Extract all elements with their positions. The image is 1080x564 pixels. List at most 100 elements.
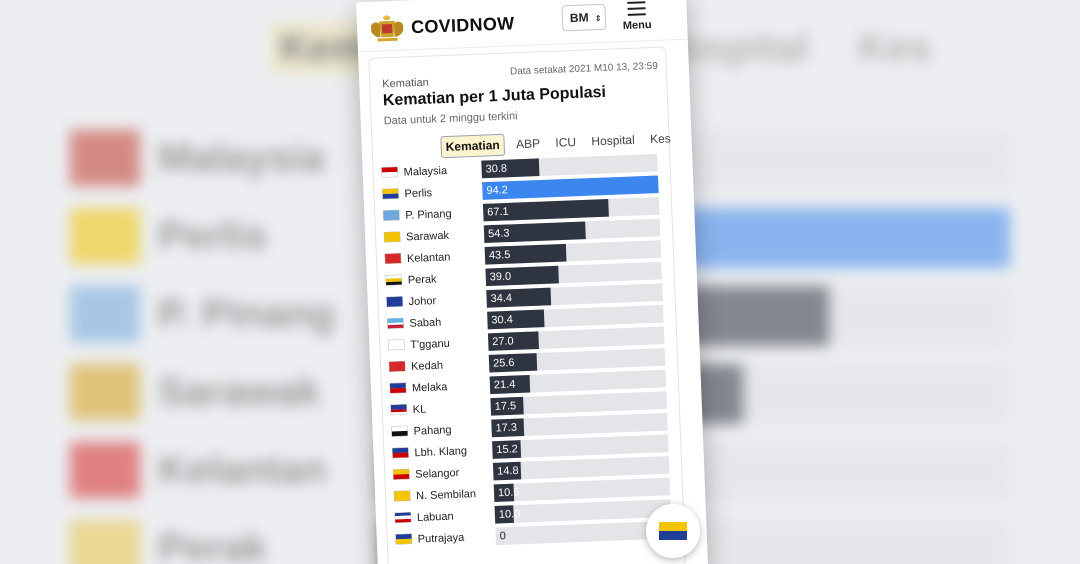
value-label: 30.4 — [491, 314, 513, 327]
phone-screen: COVIDNOW BM ⇕ Menu Kematian Data setakat… — [356, 0, 709, 564]
category-label: P. Pinang — [405, 208, 452, 222]
category-label: Lbh. Klang — [414, 445, 467, 459]
chart-row: Lbh. Klang 15.2 — [391, 434, 669, 459]
labuan-flag-icon — [394, 511, 412, 524]
category-label: Selangor — [415, 467, 460, 481]
background-category-label: Kelantan — [158, 448, 327, 492]
category-label: Melaka — [412, 381, 449, 394]
kelantan-flag-icon — [70, 442, 140, 498]
category-label: T'gganu — [410, 338, 450, 352]
perlis-flag-icon — [382, 188, 399, 200]
value-label: 54.3 — [488, 227, 510, 240]
chart-row: Pahang 17.3 — [391, 412, 668, 438]
category-label: Pahang — [413, 424, 451, 437]
category-label: Kedah — [411, 360, 443, 373]
category-label: Malaysia — [403, 165, 448, 179]
bar[interactable] — [483, 221, 586, 243]
background-category-label: P. Pinang — [158, 292, 336, 336]
chart-row: Perak 39.0 — [385, 261, 662, 287]
chart-row: Sarawak 54.3 — [383, 218, 661, 244]
bar[interactable] — [481, 158, 540, 179]
bar[interactable] — [492, 440, 522, 459]
bar[interactable] — [490, 396, 524, 416]
bar-track — [492, 456, 670, 481]
value-label: 39.0 — [490, 271, 512, 284]
sarawak-flag-icon — [383, 231, 401, 243]
value-label: 10.0 — [499, 508, 521, 521]
perak-flag-icon — [70, 520, 140, 564]
terengganu-flag-icon — [387, 339, 405, 351]
value-label: 10.6 — [498, 486, 520, 499]
bar[interactable] — [484, 243, 567, 265]
bar[interactable] — [487, 309, 545, 330]
chart-row: Johor 34.4 — [386, 283, 663, 308]
hamburger-icon — [627, 1, 646, 16]
menu-label: Menu — [622, 19, 652, 33]
chart-row: Malaysia 30.8 — [381, 153, 658, 179]
value-label: 0 — [499, 530, 506, 542]
category-label: Sarawak — [406, 230, 450, 244]
chart-row: KL 17.5 — [390, 391, 667, 417]
bar[interactable] — [482, 175, 659, 200]
background-category-label: Sarawak — [158, 370, 321, 414]
value-label: 43.5 — [489, 249, 511, 262]
bar-track — [492, 434, 669, 459]
background-category-label: Malaysia — [158, 136, 325, 180]
bar[interactable] — [491, 418, 525, 438]
background-tab: Kes — [858, 26, 932, 70]
chart-row: Melaka 21.4 — [389, 369, 667, 395]
perak-flag-icon — [385, 274, 403, 286]
bar[interactable] — [488, 353, 538, 373]
chart-row: Kelantan 43.5 — [384, 240, 662, 265]
penang-flag-icon — [382, 209, 400, 221]
language-value: BM — [569, 10, 589, 26]
state-flag-button[interactable] — [646, 504, 700, 558]
value-label: 25.6 — [493, 357, 515, 370]
background-category-label: Perak — [158, 526, 267, 564]
value-label: 21.4 — [494, 379, 516, 392]
sabah-flag-icon — [387, 317, 404, 329]
penang-flag-icon — [70, 286, 140, 342]
perlis-flag-icon — [659, 522, 687, 540]
value-label: 17.5 — [495, 400, 517, 413]
bar-track — [495, 520, 672, 546]
putrajaya-flag-icon — [395, 533, 413, 545]
bar[interactable] — [482, 199, 609, 222]
value-label: 94.2 — [486, 184, 508, 197]
chart-row: Perlis 94.2 — [382, 175, 659, 200]
chart-row: Putrajaya 0 — [395, 520, 672, 546]
bar[interactable] — [486, 287, 552, 308]
bar[interactable] — [489, 374, 531, 395]
malaysia-flag-icon — [70, 130, 140, 186]
melaka-flag-icon — [389, 382, 407, 394]
sarawak-flag-icon — [70, 364, 140, 420]
category-label: Labuan — [417, 511, 454, 524]
pahang-flag-icon — [391, 425, 409, 437]
value-label: 30.8 — [485, 163, 507, 176]
bar[interactable] — [493, 483, 515, 502]
kelantan-flag-icon — [384, 252, 402, 265]
bar-track — [491, 412, 668, 438]
kl-flag-icon — [390, 404, 408, 416]
klang-flag-icon — [391, 447, 409, 459]
chart-row: T'gganu 27.0 — [387, 326, 665, 352]
perlis-flag-icon — [70, 208, 140, 264]
bar[interactable] — [487, 331, 540, 351]
value-label: 67.1 — [487, 206, 509, 219]
selangor-flag-icon — [392, 468, 410, 480]
menu-button[interactable]: Menu — [616, 0, 657, 32]
deaths-card: Kematian Data setakat 2021 M10 13, 23:59… — [368, 46, 687, 564]
chart-row: Sabah 30.4 — [387, 304, 664, 330]
language-select[interactable]: BM ⇕ — [561, 3, 607, 32]
select-arrows-icon: ⇕ — [594, 13, 602, 24]
chart-row: N. Sembilan 10.6 — [393, 477, 671, 502]
kedah-flag-icon — [388, 360, 406, 372]
category-label: Perlis — [404, 187, 432, 200]
bar[interactable] — [494, 505, 514, 524]
chart-row: P. Pinang 67.1 — [382, 197, 660, 222]
category-label: N. Sembilan — [416, 488, 476, 502]
category-label: KL — [413, 404, 427, 417]
category-label: Kelantan — [407, 251, 451, 265]
bar[interactable] — [485, 265, 559, 287]
bar[interactable] — [492, 461, 522, 481]
